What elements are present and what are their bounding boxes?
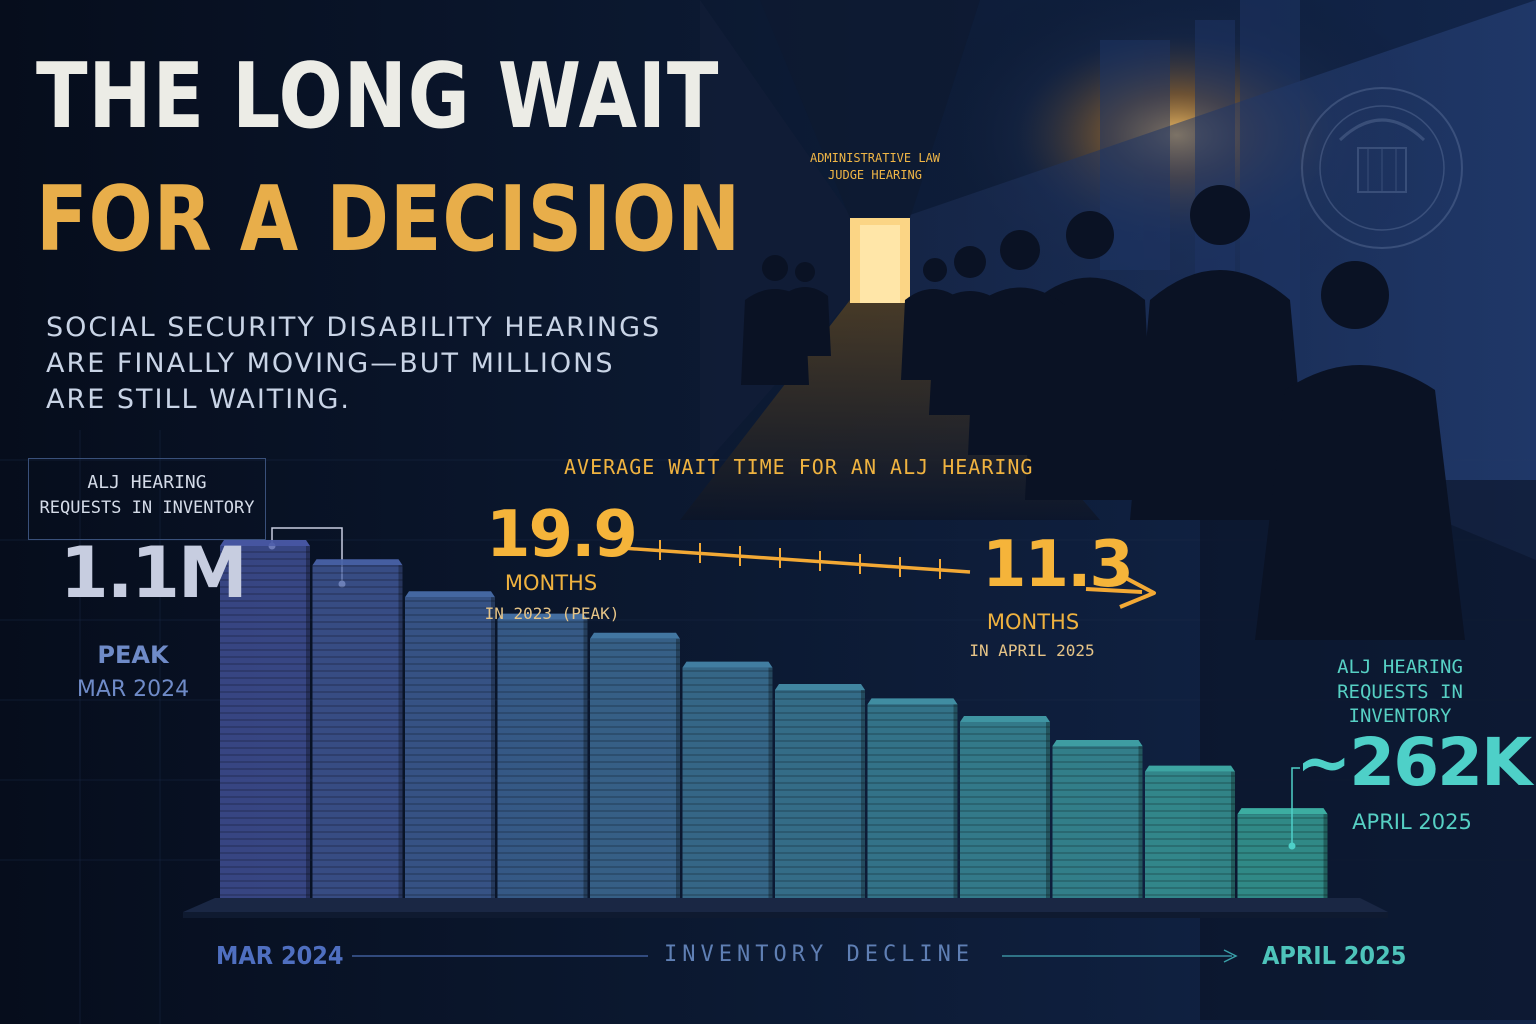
hallway-label-line-1: ADMINISTRATIVE LAW — [809, 151, 941, 165]
wait-start-value: 19.9 — [486, 498, 638, 572]
subtitle-line-2: ARE FINALLY MOVING—BUT MILLIONS — [46, 348, 615, 379]
wait-end-unit: MONTHS — [986, 610, 1080, 634]
hallway-label-line-2: JUDGE HEARING — [828, 167, 922, 182]
wait-start-note: IN 2023 (PEAK) — [484, 604, 620, 623]
hallway-illustration — [680, 0, 1536, 1020]
peak-connector — [271, 527, 343, 582]
ssa-seal-icon — [1301, 87, 1463, 249]
wait-end-value: 11.3 — [982, 528, 1134, 602]
subtitle-line-1: SOCIAL SECURITY DISABILITY HEARINGS — [46, 312, 662, 343]
bars-group — [220, 540, 1328, 898]
subtitle-line-3: ARE STILL WAITING. — [46, 384, 351, 415]
inventory-bar — [867, 698, 958, 898]
current-date: APRIL 2025 — [1352, 810, 1472, 834]
inventory-bar — [312, 559, 403, 898]
inventory-bar — [1052, 740, 1143, 898]
inventory-bar — [960, 716, 1050, 898]
inventory-bar — [497, 613, 588, 898]
wait-time-timeline — [621, 540, 1156, 609]
wait-arrow-line — [1085, 587, 1143, 594]
peak-value: 1.1M — [60, 532, 248, 614]
chart-floor — [183, 898, 1388, 912]
title-line-1: THE LONG WAIT — [36, 44, 720, 149]
peak-label-line-1: ALJ HEARING — [87, 472, 207, 493]
hallway-label: ADMINISTRATIVE LAW JUDGE HEARING — [800, 150, 950, 184]
peak-caption: PEAK — [97, 641, 169, 669]
wait-time-heading: AVERAGE WAIT TIME FOR AN ALJ HEARING — [564, 455, 1034, 479]
inventory-bar — [590, 632, 680, 898]
title-line-2: FOR A DECISION — [36, 167, 742, 272]
axis-arrow-icon — [1223, 949, 1238, 963]
wait-end-note: IN APRIL 2025 — [969, 641, 1095, 660]
axis-middle-label: INVENTORY DECLINE — [664, 942, 975, 967]
axis-start-label: MAR 2024 — [216, 941, 344, 970]
inventory-bar — [682, 661, 773, 898]
current-label-line-1: ALJ HEARING — [1337, 656, 1463, 678]
inventory-bar — [1145, 765, 1235, 898]
current-connector — [1291, 767, 1300, 845]
peak-label-box — [28, 458, 266, 540]
wait-arrow-icon — [1119, 574, 1156, 609]
current-value: ~262K — [1296, 724, 1532, 801]
axis-end-label: APRIL 2025 — [1262, 941, 1407, 970]
inventory-bar — [775, 684, 865, 898]
current-label: ALJ HEARING REQUESTS IN INVENTORY — [1284, 655, 1516, 729]
inventory-bar — [1237, 808, 1328, 898]
inventory-bar — [220, 540, 310, 898]
peak-date: MAR 2024 — [76, 677, 190, 702]
inventory-bar — [405, 591, 495, 898]
current-label-line-2: REQUESTS IN INVENTORY — [1337, 680, 1463, 728]
wait-start-unit: MONTHS — [504, 571, 598, 595]
peak-label-line-2: REQUESTS IN INVENTORY — [39, 498, 255, 518]
